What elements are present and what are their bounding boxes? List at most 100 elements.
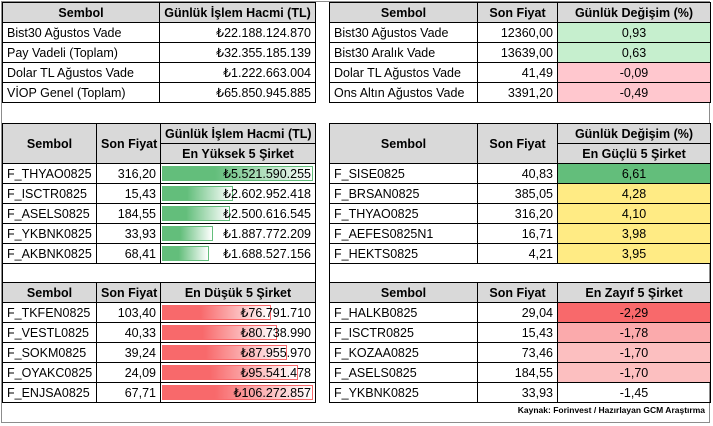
- subheader-bottom-5: En Düşük 5 Şirket: [160, 282, 316, 303]
- volume-summary-table: Sembol Günlük İşlem Hacmi (TL) Bist30 Ağ…: [2, 2, 316, 103]
- subheader-strongest-5: En Güçlü 5 Şirket: [557, 143, 711, 164]
- volume-bar: [162, 206, 230, 221]
- row-price: 41,49: [477, 62, 558, 83]
- top-row-symbol: F_THYAO0825: [2, 163, 97, 184]
- bottom-row-symbol: F_HALKB0825: [329, 302, 478, 323]
- row-symbol: VİOP Genel (Toplam): [2, 82, 160, 103]
- bottom-row-price: 103,40: [96, 302, 161, 323]
- top-row-symbol: F_HEKTS0825: [329, 243, 478, 264]
- row-price: 13639,00: [477, 42, 558, 63]
- row-change: 0,93: [557, 22, 711, 43]
- row-volume: ₺65.850.945.885: [159, 82, 316, 103]
- spacer-cell: [2, 263, 97, 283]
- header-symbol: Sembol: [329, 123, 478, 164]
- bottom-row-symbol: F_KOZAA0825: [329, 342, 478, 363]
- row-symbol: Dolar TL Ağustos Vade: [2, 62, 160, 83]
- header-last-price: Son Fiyat: [477, 2, 558, 23]
- top-row-symbol: F_BRSAN0825: [329, 183, 478, 204]
- row-symbol: Dolar TL Ağustos Vade: [329, 62, 478, 83]
- top-row-volume: ₺5.521.590.255: [160, 163, 316, 184]
- row-symbol: Bist30 Ağustos Vade: [329, 22, 478, 43]
- top-row-volume: ₺2.500.616.545: [160, 203, 316, 224]
- bottom-row-volume: ₺76.791.710: [160, 302, 316, 323]
- top-row-price: 15,43: [96, 183, 161, 204]
- volume-bar: [162, 385, 313, 400]
- top-row-price: 68,41: [96, 243, 161, 264]
- volume-bar: [162, 226, 214, 241]
- volume-bar: [162, 365, 298, 380]
- top-row-price: 316,20: [96, 163, 161, 184]
- volume-bar: [162, 325, 277, 340]
- row-change: -0,49: [557, 82, 711, 103]
- top-row-volume: ₺2.602.952.418: [160, 183, 316, 204]
- bottom-row-change: -1,78: [557, 322, 711, 343]
- top-row-symbol: F_YKBNK0825: [2, 223, 97, 244]
- bottom-row-price: 67,71: [96, 382, 161, 403]
- row-symbol: Pay Vadeli (Toplam): [2, 42, 160, 63]
- top-row-symbol: F_AKBNK0825: [2, 243, 97, 264]
- spacer-cell: [160, 263, 316, 283]
- bottom-row-symbol: F_VESTL0825: [2, 322, 97, 343]
- top-row-change: 4,28: [557, 183, 711, 204]
- bottom-row-price: 33,93: [477, 382, 558, 403]
- volume-ranking-table: Sembol Son Fiyat Günlük İşlem Hacmi (TL)…: [2, 123, 316, 403]
- bottom-row-volume: ₺87.955.970: [160, 342, 316, 363]
- price-summary-table: Sembol Son Fiyat Günlük Değişim (%) Bist…: [329, 2, 711, 103]
- top-row-symbol: F_ISCTR0825: [2, 183, 97, 204]
- row-volume: ₺22.188.124.870: [159, 22, 316, 43]
- top-row-symbol: F_AEFES0825N1: [329, 223, 478, 244]
- row-symbol: Bist30 Ağustos Vade: [2, 22, 160, 43]
- spacer-cell: [477, 263, 558, 283]
- bottom-row-change: -2,29: [557, 302, 711, 323]
- bottom-row-price: 184,55: [477, 362, 558, 383]
- top-row-volume: ₺1.688.527.156: [160, 243, 316, 264]
- top-row-price: 40,83: [477, 163, 558, 184]
- row-change: 0,63: [557, 42, 711, 63]
- bottom-row-symbol: F_ASELS0825: [329, 362, 478, 383]
- bottom-row-symbol: F_OYAKC0825: [2, 362, 97, 383]
- top-row-symbol: F_ASELS0825: [2, 203, 97, 224]
- subheader-weakest-5: En Zayıf 5 Şirket: [557, 282, 711, 303]
- spacer-cell: [557, 263, 711, 283]
- top-row-price: 16,71: [477, 223, 558, 244]
- row-symbol: Ons Altın Ağustos Vade: [329, 82, 478, 103]
- volume-bar: [162, 345, 288, 360]
- volume-bar: [162, 186, 233, 201]
- header-daily-change: Günlük Değişim (%): [557, 2, 711, 23]
- volume-bar: [162, 305, 271, 320]
- top-row-price: 4,21: [477, 243, 558, 264]
- bottom-row-change: -1,70: [557, 342, 711, 363]
- bottom-row-symbol: F_YKBNK0825: [329, 382, 478, 403]
- volume-bar: [162, 246, 209, 261]
- spacer-cell: [96, 263, 161, 283]
- header-last-price: Son Fiyat: [477, 282, 558, 303]
- volume-bar: [162, 166, 313, 181]
- header-symbol: Sembol: [329, 282, 478, 303]
- bottom-row-change: -1,45: [557, 382, 711, 403]
- top-row-volume: ₺1.887.772.209: [160, 223, 316, 244]
- top-row-symbol: F_SISE0825: [329, 163, 478, 184]
- spacer-cell: [329, 263, 478, 283]
- row-change: -0,09: [557, 62, 711, 83]
- bottom-row-price: 29,04: [477, 302, 558, 323]
- header-last-price: Son Fiyat: [96, 282, 161, 303]
- bottom-row-volume: ₺106.272.857: [160, 382, 316, 403]
- bottom-row-symbol: F_ISCTR0825: [329, 322, 478, 343]
- top-row-price: 316,20: [477, 203, 558, 224]
- row-price: 3391,20: [477, 82, 558, 103]
- header-last-price: Son Fiyat: [96, 123, 161, 164]
- header-daily-volume: Günlük İşlem Hacmi (TL): [160, 123, 316, 144]
- top-row-change: 6,61: [557, 163, 711, 184]
- header-symbol: Sembol: [2, 2, 160, 23]
- top-row-change: 4,10: [557, 203, 711, 224]
- row-volume: ₺1.222.663.004: [159, 62, 316, 83]
- header-last-price: Son Fiyat: [477, 123, 558, 164]
- top-row-price: 33,93: [96, 223, 161, 244]
- change-ranking-table: Sembol Son Fiyat Günlük Değişim (%) En G…: [329, 123, 711, 403]
- bottom-row-price: 24,09: [96, 362, 161, 383]
- header-symbol: Sembol: [2, 282, 97, 303]
- bottom-row-symbol: F_TKFEN0825: [2, 302, 97, 323]
- header-volume: Günlük İşlem Hacmi (TL): [159, 2, 316, 23]
- top-row-price: 184,55: [96, 203, 161, 224]
- bottom-row-change: -1,70: [557, 362, 711, 383]
